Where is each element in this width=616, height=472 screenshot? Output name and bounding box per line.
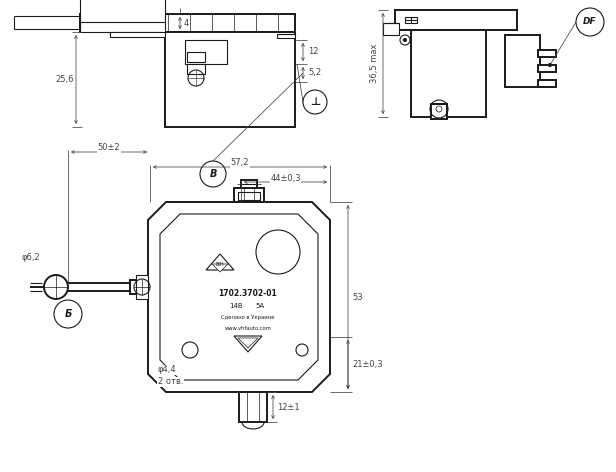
Bar <box>411 30 486 117</box>
Bar <box>234 188 264 202</box>
Bar <box>165 32 295 127</box>
Text: www.vhfauto.com: www.vhfauto.com <box>225 326 272 330</box>
Bar <box>136 275 148 299</box>
Text: 21±0,3: 21±0,3 <box>352 361 383 370</box>
Polygon shape <box>238 338 258 348</box>
Bar <box>187 52 205 62</box>
Text: φ6,2: φ6,2 <box>22 253 41 261</box>
Bar <box>395 10 517 30</box>
Bar <box>277 34 295 38</box>
Text: 12: 12 <box>308 48 318 57</box>
Text: 36,5 max: 36,5 max <box>370 44 379 83</box>
Bar <box>110 32 165 37</box>
Text: 4: 4 <box>184 18 189 27</box>
Text: 50±2: 50±2 <box>98 143 120 152</box>
Text: Сделано в Украине: Сделано в Украине <box>221 315 275 320</box>
Bar <box>100 15 114 31</box>
Polygon shape <box>148 202 330 392</box>
Polygon shape <box>206 254 234 270</box>
Text: 5,2: 5,2 <box>308 68 321 77</box>
Bar <box>187 64 205 74</box>
Text: 57,2: 57,2 <box>231 159 249 168</box>
Bar <box>80 0 165 32</box>
Bar <box>80 14 295 32</box>
Polygon shape <box>234 336 262 352</box>
Text: 12±1: 12±1 <box>277 403 299 412</box>
Text: DF: DF <box>583 17 597 26</box>
Text: B: B <box>209 169 217 179</box>
Text: 53: 53 <box>352 293 363 302</box>
Text: 14В: 14В <box>229 303 243 309</box>
Bar <box>238 192 260 200</box>
Text: ВIН: ВIН <box>216 261 224 267</box>
Text: ⊥: ⊥ <box>310 97 320 107</box>
Text: 1702.3702-01: 1702.3702-01 <box>219 289 277 298</box>
Bar <box>383 23 399 35</box>
Bar <box>538 50 556 57</box>
Polygon shape <box>160 214 318 380</box>
Bar <box>241 180 257 188</box>
Text: 5А: 5А <box>256 303 264 309</box>
Bar <box>431 104 447 119</box>
Bar <box>405 17 417 23</box>
Text: φ4,4: φ4,4 <box>158 365 177 374</box>
Bar <box>185 40 227 64</box>
Bar <box>239 392 267 422</box>
Text: 44±0,3: 44±0,3 <box>270 174 301 183</box>
Text: 25,6: 25,6 <box>55 75 74 84</box>
Bar <box>538 80 556 87</box>
Bar <box>505 35 540 87</box>
Circle shape <box>548 64 551 67</box>
Polygon shape <box>212 264 228 272</box>
Text: 2 отв.: 2 отв. <box>158 378 184 387</box>
Bar <box>538 65 556 72</box>
Bar <box>80 16 100 30</box>
Bar <box>130 280 148 294</box>
Text: Б: Б <box>64 309 71 319</box>
Circle shape <box>403 39 407 42</box>
